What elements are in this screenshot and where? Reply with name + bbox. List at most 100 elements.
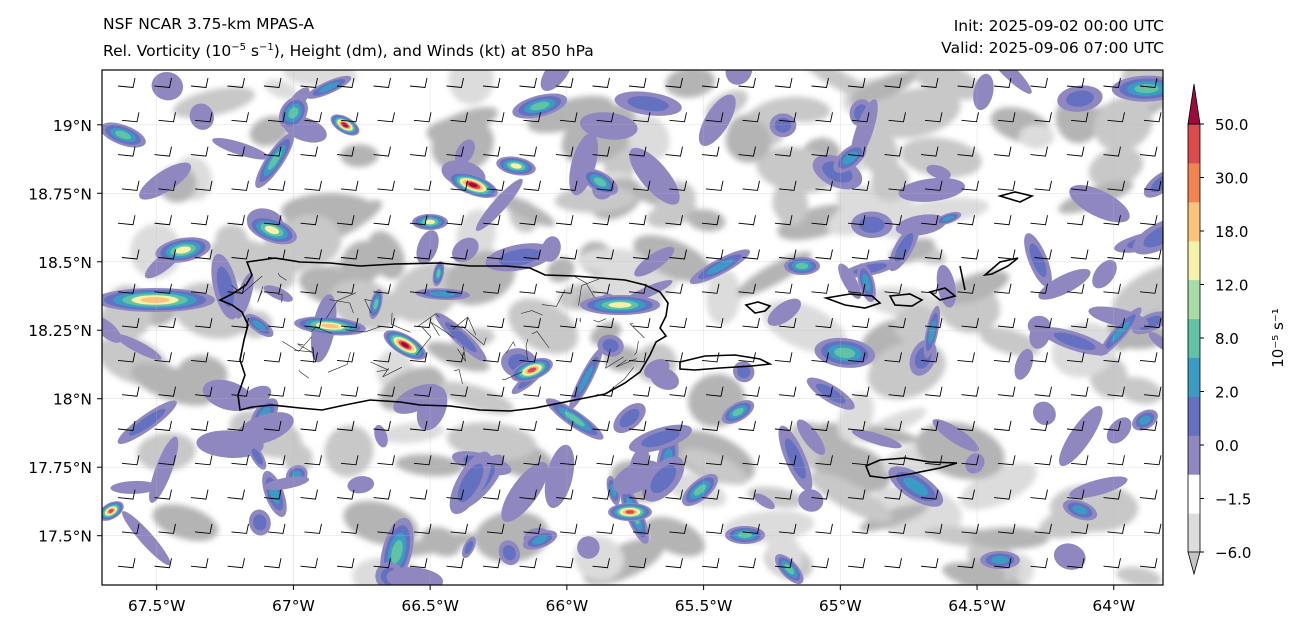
lon-tick-label: 64.5°W — [948, 597, 1006, 615]
wind-barb — [377, 112, 395, 123]
vorticity-cell — [650, 367, 679, 390]
vorticity-cell — [608, 503, 652, 521]
wind-barb — [154, 352, 172, 363]
colorbar-tick-label: 50.0 — [1215, 116, 1248, 134]
wind-barb — [336, 215, 355, 226]
wind-barb — [482, 146, 501, 157]
vorticity-cell — [581, 168, 619, 196]
wind-barb — [519, 558, 537, 569]
wind-barb — [486, 180, 505, 191]
wind-barb — [482, 352, 501, 363]
municipality-border — [593, 318, 607, 323]
wind-barb — [231, 386, 249, 397]
wind-barb — [482, 420, 501, 431]
wind-barb — [961, 112, 979, 123]
latitude-axis: 19°N 18.75°N 18.5°N 18.25°N 18°N 17.75°N 17.5°… — [28, 117, 102, 546]
wind-barb — [628, 420, 647, 431]
wind-barb — [1066, 77, 1085, 88]
wind-barb — [1139, 215, 1158, 226]
wind-barb — [1034, 455, 1052, 466]
negative-vorticity-patch — [969, 527, 1049, 550]
wind-barb — [523, 523, 541, 534]
wind-barb — [665, 352, 683, 363]
negative-vorticity-patch — [1018, 124, 1055, 149]
wind-barb — [158, 180, 176, 191]
vorticity-cell — [767, 298, 802, 326]
vorticity-cell — [240, 385, 272, 410]
wind-barb — [121, 318, 140, 329]
wind-barb — [231, 523, 249, 534]
wind-barb — [409, 558, 428, 569]
wind-barb — [669, 180, 687, 191]
wind-barb — [373, 352, 391, 363]
municipality-border — [634, 340, 639, 356]
vorticity-cell — [1111, 75, 1163, 102]
colorbar-segment — [1188, 474, 1200, 514]
vorticity-cell — [461, 536, 476, 559]
vorticity-cell — [501, 462, 549, 522]
wind-barb — [1103, 352, 1121, 363]
wind-barb — [231, 180, 249, 191]
wind-barb — [486, 455, 505, 466]
map-area[interactable] — [72, 40, 1204, 623]
wind-barb — [701, 420, 720, 431]
colorbar-segment — [1188, 357, 1200, 397]
wind-barb — [523, 386, 541, 397]
wind-barb — [669, 455, 687, 466]
wind-barb — [997, 386, 1016, 397]
wind-barb — [377, 523, 395, 534]
wind-barb — [632, 523, 651, 534]
wind-barb — [778, 180, 797, 191]
municipality-border — [541, 289, 566, 307]
wind-barb — [117, 489, 136, 500]
wind-barb — [815, 523, 833, 534]
vorticity-cell — [448, 172, 498, 198]
wind-barb — [1034, 249, 1052, 260]
wind-barb — [154, 77, 172, 88]
vorticity-cell — [248, 443, 267, 470]
colorbar-segment — [1188, 435, 1200, 475]
negative-vorticity-patch — [340, 144, 379, 168]
wind-barb — [924, 455, 943, 466]
wind-barb — [373, 77, 391, 88]
wind-barb — [409, 420, 428, 431]
wind-barb — [742, 523, 760, 534]
vorticity-cell — [255, 132, 295, 188]
wind-barb — [409, 215, 428, 226]
anegada-coastline — [997, 191, 1035, 203]
vorticity-cell — [110, 480, 159, 494]
wind-barb — [1103, 77, 1121, 88]
wind-barb — [701, 489, 720, 500]
wind-barb — [1070, 318, 1089, 329]
wind-barb — [997, 180, 1016, 191]
wind-barb — [450, 523, 468, 534]
wind-barb — [701, 352, 720, 363]
wind-barb — [705, 180, 724, 191]
municipality-border — [293, 349, 314, 364]
wind-barb — [1107, 180, 1125, 191]
wind-barb — [373, 489, 391, 500]
municipality-border — [505, 341, 516, 354]
vorticity-cell — [1057, 85, 1103, 112]
wind-barb — [300, 352, 318, 363]
wind-barb — [555, 420, 574, 431]
wind-barb — [409, 146, 428, 157]
wind-barb — [121, 112, 140, 123]
wind-barb — [409, 489, 428, 500]
vorticity-cell — [614, 91, 682, 116]
vorticity-cell — [211, 253, 240, 320]
wind-barb — [1070, 455, 1089, 466]
wind-barb — [121, 455, 140, 466]
vorticity-cell — [1062, 499, 1098, 521]
vorticity-cell — [597, 334, 624, 357]
wind-barb — [1139, 489, 1158, 500]
wind-barb — [920, 420, 939, 431]
wind-barb — [993, 558, 1012, 569]
vorticity-cell — [753, 493, 775, 510]
wind-barb — [1143, 249, 1162, 260]
wind-barb — [154, 215, 172, 226]
colorbar: −6.0 −1.5 0.0 2.0 8.0 12.0 18.0 30.0 50.0 10⁻⁵ s⁻… — [1187, 83, 1287, 576]
vorticity-cell — [248, 509, 271, 536]
wind-barb — [1034, 523, 1052, 534]
wind-barb — [559, 318, 578, 329]
